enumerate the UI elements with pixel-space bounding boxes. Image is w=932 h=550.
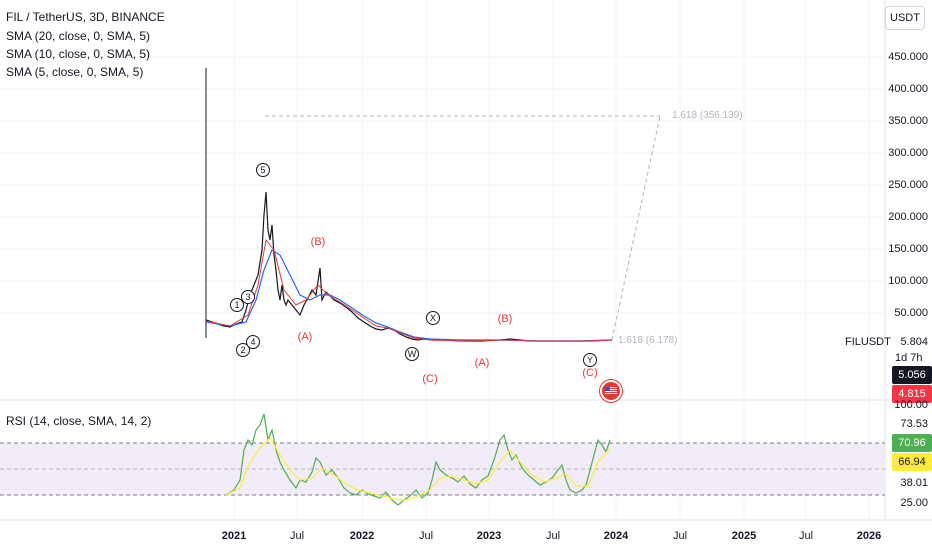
indicator-sma-5[interactable]: SMA (5, close, 0, SMA, 5) <box>6 65 144 79</box>
fib-upper-label[interactable]: 1.618 (356.139) <box>672 110 743 121</box>
currency-button[interactable]: USDT <box>885 6 925 30</box>
wave-label-b-red-2[interactable]: (B) <box>497 313 513 325</box>
rsi-line <box>225 413 611 506</box>
wave-label-c-red-2[interactable]: (C) <box>582 367 598 379</box>
price-badge: 5.056 <box>892 366 932 384</box>
time-label: Jul <box>672 530 688 542</box>
time-label: 2026 <box>856 530 882 542</box>
rsi-sma-line <box>225 437 611 501</box>
wave-label-1[interactable]: 1 <box>230 298 244 312</box>
price-tick: 300.000 <box>888 147 928 159</box>
time-label: Jul <box>545 530 561 542</box>
partial-zero-tick: 0 <box>925 370 932 382</box>
time-label: 2024 <box>603 530 629 542</box>
rsi-legend[interactable]: RSI (14, close, SMA, 14, 2) <box>6 414 152 428</box>
price-tick: 350.000 <box>888 115 928 127</box>
wave-label-a-red-2[interactable]: (A) <box>474 357 490 369</box>
us-flag-event-icon[interactable] <box>600 380 622 402</box>
time-label: Jul <box>289 530 305 542</box>
wave-label-y[interactable]: Y <box>583 353 597 367</box>
price-tick: 200.000 <box>888 211 928 223</box>
symbol-axis-label: FILUSDT <box>845 336 891 348</box>
time-label: 2025 <box>731 530 757 542</box>
time-label: 2022 <box>349 530 375 542</box>
wave-label-x[interactable]: X <box>426 311 440 325</box>
price-tick: 50.000 <box>894 307 928 319</box>
sma-red-line <box>205 238 613 342</box>
symbol-title[interactable]: FIL / TetherUS, 3D, BINANCE <box>6 10 165 24</box>
indicator-sma-20[interactable]: SMA (20, close, 0, SMA, 5) <box>6 29 151 43</box>
wave-label-a-red[interactable]: (A) <box>297 331 313 343</box>
sma-blue-line <box>205 249 613 342</box>
prev-price-badge: 4.815 <box>892 385 932 403</box>
wave-label-b-red[interactable]: (B) <box>310 236 326 248</box>
wave-label-3[interactable]: 3 <box>241 290 255 304</box>
candle-timer: 1d 7h <box>895 352 923 364</box>
last-value: 5.804 <box>900 336 928 348</box>
rsi-value-badge: 70.96 <box>892 434 932 452</box>
rsi-tick: 38.01 <box>900 477 928 489</box>
wave-label-w[interactable]: W <box>405 347 419 361</box>
price-tick: 100.000 <box>888 275 928 287</box>
wave-label-5[interactable]: 5 <box>256 163 270 177</box>
price-line <box>205 191 613 342</box>
rsi-tick: 100.00 <box>894 399 928 411</box>
price-tick: 450.000 <box>888 51 928 63</box>
fib-projection-line[interactable] <box>611 115 661 341</box>
wave-label-4[interactable]: 4 <box>246 335 260 349</box>
time-label: 2023 <box>476 530 502 542</box>
indicator-sma-10[interactable]: SMA (10, close, 0, SMA, 5) <box>6 47 151 61</box>
wave-label-c-red[interactable]: (C) <box>422 373 438 385</box>
rsi-tick: 25.00 <box>900 497 928 509</box>
price-tick: 400.000 <box>888 83 928 95</box>
fib-lower-label[interactable]: 1.618 (6.178) <box>618 335 678 346</box>
time-label: Jul <box>798 530 814 542</box>
price-tick: 250.000 <box>888 179 928 191</box>
rsi-sma-badge: 66.94 <box>892 453 932 471</box>
time-label: Jul <box>418 530 434 542</box>
rsi-tick: 73.53 <box>900 418 928 430</box>
time-label: 2021 <box>221 530 247 542</box>
price-tick: 150.000 <box>888 243 928 255</box>
wave-label-2[interactable]: 2 <box>236 343 250 357</box>
